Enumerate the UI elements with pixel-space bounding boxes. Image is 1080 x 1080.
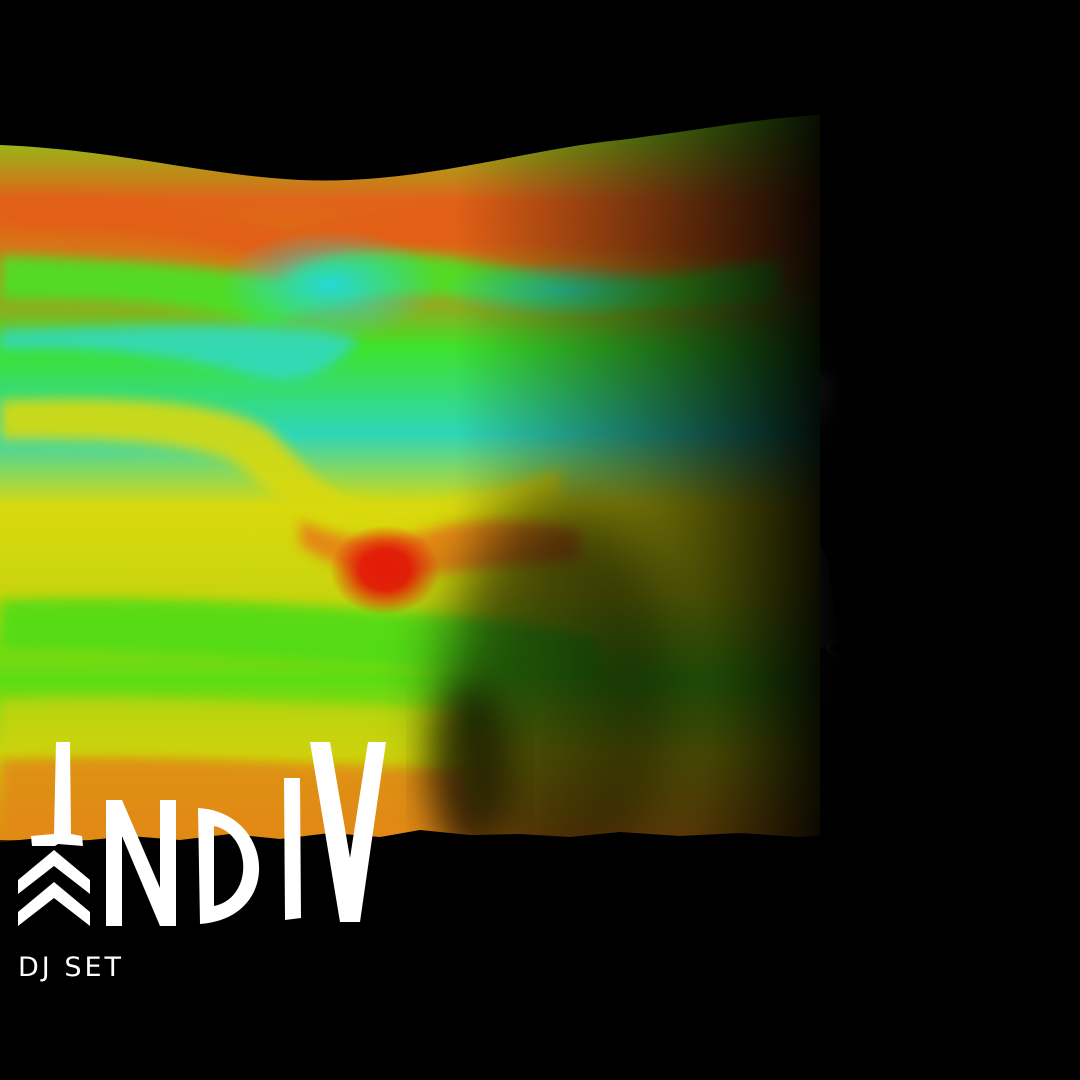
torn-edge (0, 830, 1080, 1080)
heatmap-wave (0, 100, 1080, 900)
artist-logo: INDIA (18, 742, 386, 926)
event-subtitle: DJ SET (18, 952, 125, 983)
